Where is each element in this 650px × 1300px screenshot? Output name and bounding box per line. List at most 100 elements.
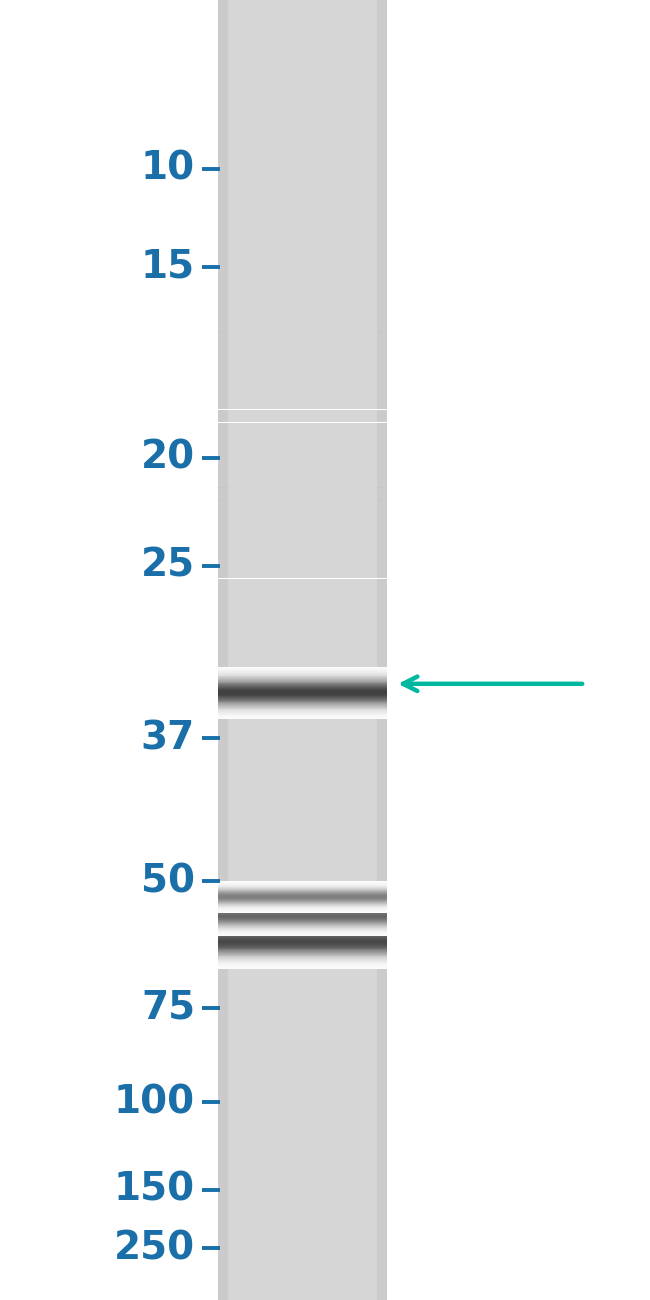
- Bar: [376, 1089, 387, 1092]
- Bar: [218, 1235, 228, 1238]
- Bar: [218, 1167, 387, 1170]
- Bar: [218, 88, 228, 91]
- Bar: [376, 608, 387, 611]
- Bar: [218, 500, 387, 503]
- Bar: [218, 1284, 228, 1287]
- Bar: [376, 994, 387, 998]
- Bar: [376, 1082, 387, 1086]
- Bar: [218, 972, 228, 975]
- Bar: [218, 306, 387, 309]
- Bar: [218, 309, 387, 312]
- Bar: [376, 1183, 387, 1186]
- Bar: [218, 406, 228, 410]
- Bar: [218, 907, 228, 910]
- Bar: [218, 358, 387, 360]
- Bar: [376, 270, 387, 273]
- Bar: [218, 1076, 387, 1079]
- Bar: [218, 991, 387, 994]
- Bar: [376, 949, 387, 952]
- Bar: [376, 114, 387, 117]
- Bar: [376, 400, 387, 403]
- Bar: [218, 849, 387, 852]
- Bar: [218, 572, 387, 575]
- Bar: [376, 1193, 387, 1196]
- Bar: [376, 852, 387, 855]
- Bar: [218, 309, 228, 312]
- Bar: [376, 185, 387, 188]
- Bar: [218, 1030, 228, 1034]
- Bar: [218, 887, 387, 890]
- Bar: [218, 507, 228, 510]
- Bar: [376, 296, 387, 299]
- Bar: [218, 498, 387, 501]
- Bar: [218, 270, 387, 273]
- Bar: [218, 108, 228, 111]
- Bar: [218, 322, 387, 325]
- Bar: [218, 1118, 228, 1121]
- Bar: [376, 195, 387, 198]
- Bar: [376, 1079, 387, 1082]
- Bar: [218, 9, 228, 13]
- Bar: [376, 384, 387, 387]
- Bar: [218, 178, 228, 182]
- Bar: [376, 364, 387, 367]
- Bar: [218, 290, 228, 292]
- Bar: [218, 387, 387, 390]
- Bar: [218, 725, 387, 728]
- Bar: [376, 744, 387, 747]
- Bar: [218, 1193, 228, 1196]
- Bar: [376, 446, 387, 448]
- Bar: [218, 1180, 228, 1183]
- Bar: [376, 728, 387, 731]
- Bar: [376, 757, 387, 760]
- Bar: [218, 377, 387, 380]
- Bar: [218, 774, 387, 776]
- Bar: [218, 370, 387, 374]
- Bar: [376, 46, 387, 48]
- Bar: [218, 1238, 228, 1242]
- Bar: [218, 416, 228, 419]
- Bar: [218, 842, 387, 845]
- Bar: [218, 374, 387, 377]
- Bar: [218, 1011, 228, 1014]
- Bar: [376, 374, 387, 377]
- Bar: [218, 520, 387, 523]
- Bar: [218, 1274, 228, 1277]
- Bar: [376, 338, 387, 341]
- Bar: [376, 286, 387, 290]
- Bar: [376, 533, 387, 536]
- Bar: [218, 368, 228, 370]
- Bar: [218, 494, 228, 497]
- Bar: [218, 474, 387, 478]
- Bar: [376, 1154, 387, 1157]
- Bar: [218, 1280, 387, 1284]
- Bar: [218, 1150, 228, 1154]
- Bar: [218, 422, 387, 426]
- Bar: [218, 978, 387, 982]
- Bar: [218, 602, 387, 604]
- Bar: [218, 61, 387, 65]
- Bar: [376, 1001, 387, 1004]
- Bar: [218, 32, 228, 35]
- Bar: [376, 104, 387, 108]
- Bar: [218, 1138, 228, 1141]
- Bar: [218, 1095, 228, 1098]
- Bar: [218, 637, 387, 641]
- Bar: [376, 426, 387, 429]
- Bar: [376, 1105, 387, 1108]
- Bar: [218, 361, 387, 364]
- Bar: [218, 1167, 228, 1170]
- Bar: [218, 592, 228, 595]
- Bar: [376, 647, 387, 650]
- Bar: [376, 793, 387, 796]
- Bar: [376, 465, 387, 468]
- Bar: [218, 1027, 387, 1030]
- Bar: [218, 696, 228, 699]
- Bar: [218, 702, 387, 705]
- Bar: [376, 358, 387, 360]
- Bar: [218, 812, 228, 816]
- Bar: [218, 468, 228, 472]
- Bar: [218, 474, 228, 478]
- Bar: [218, 191, 387, 195]
- Bar: [376, 26, 387, 29]
